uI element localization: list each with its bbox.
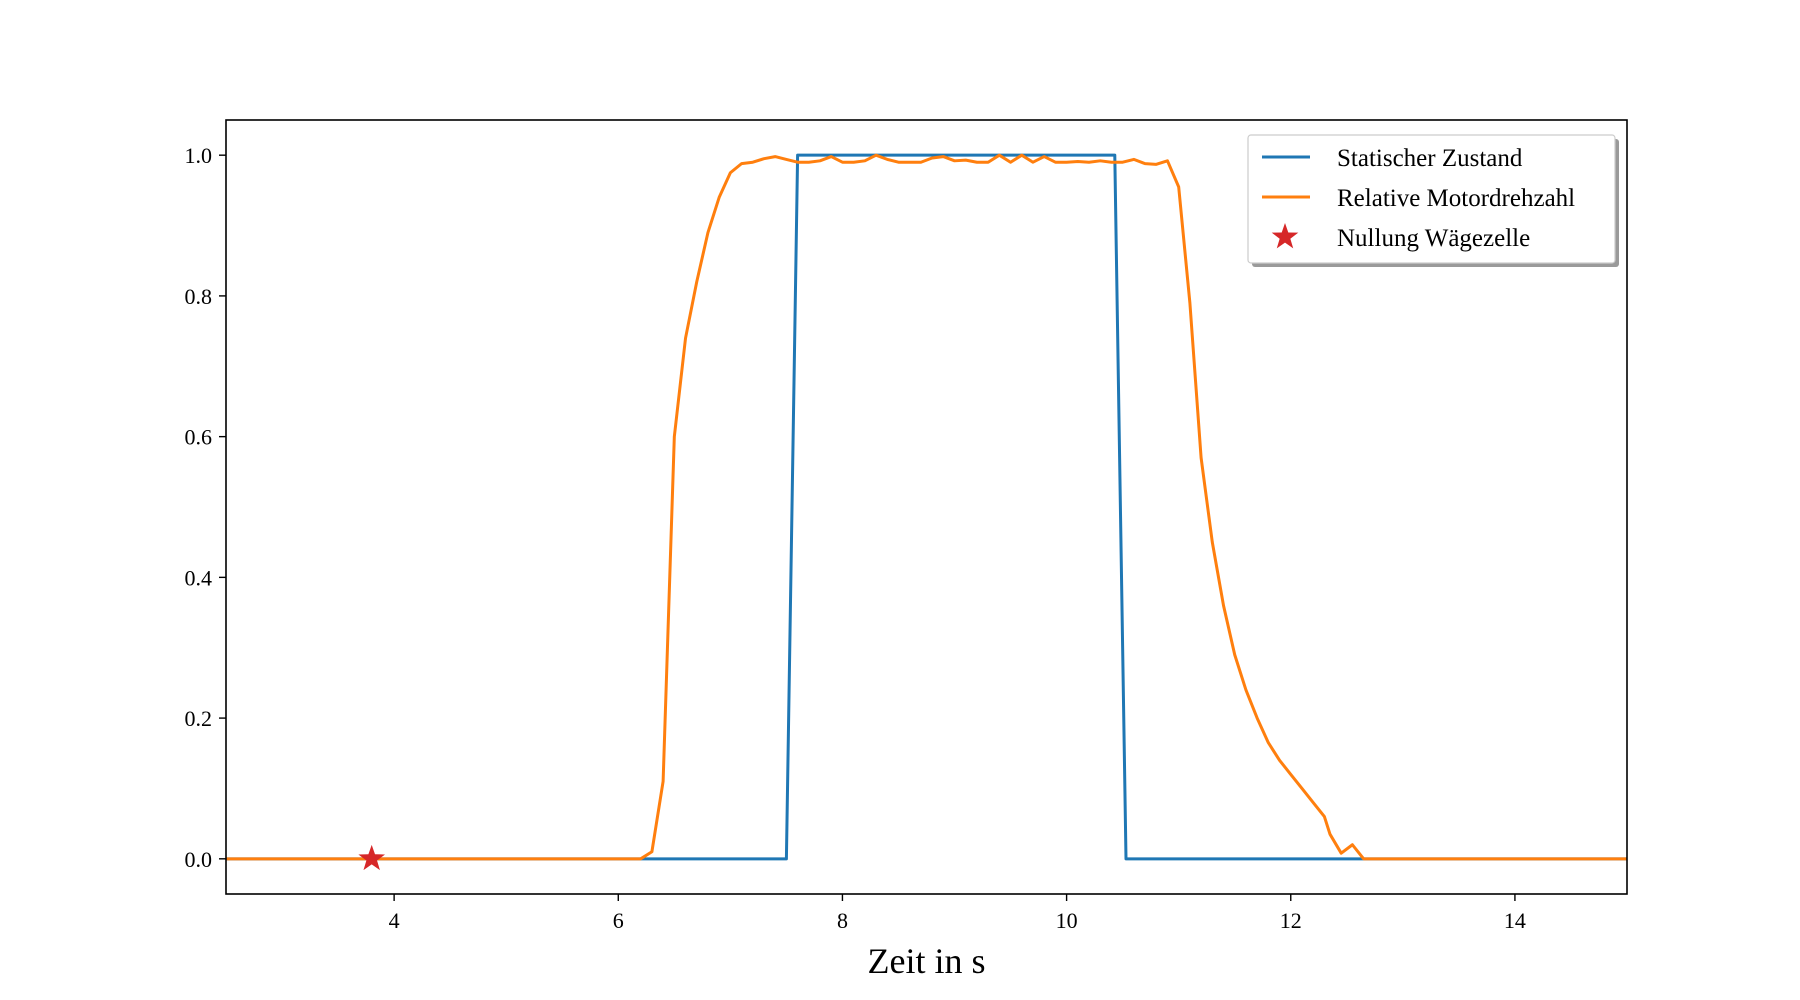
x-tick-label: 8 [837,908,848,933]
x-axis-title: Zeit in s [868,941,986,981]
y-axis: 0.0 0.2 0.4 0.6 0.8 1.0 [185,143,226,872]
y-tick-label: 0.4 [185,565,213,590]
x-tick-label: 12 [1280,908,1302,933]
legend-box [1247,134,1616,264]
x-tick-label: 10 [1056,908,1078,933]
x-tick-label: 6 [613,908,624,933]
y-tick-label: 0.6 [185,425,213,450]
legend-label-0: Statischer Zustand [1337,145,1523,172]
legend-label-2: Nullung Wägezelle [1337,225,1530,252]
legend: Statischer Zustand Relative Motordrehzahl… [1247,134,1619,267]
plot-frame [225,119,1628,895]
series-layer [226,153,1627,871]
series-point-2 [358,844,386,871]
y-tick-label: 0.2 [185,706,213,731]
y-tick-label: 1.0 [185,143,213,168]
series-line-1 [226,153,1627,861]
legend-marker-2 [1271,223,1299,249]
legend-label-1: Relative Motordrehzahl [1337,185,1575,212]
y-tick-label: 0.0 [185,847,213,872]
x-tick-label: 14 [1504,908,1526,933]
x-tick-label: 4 [389,908,400,933]
y-tick-label: 0.8 [185,284,213,309]
x-axis: 4 6 8 10 12 14 [389,894,1526,933]
